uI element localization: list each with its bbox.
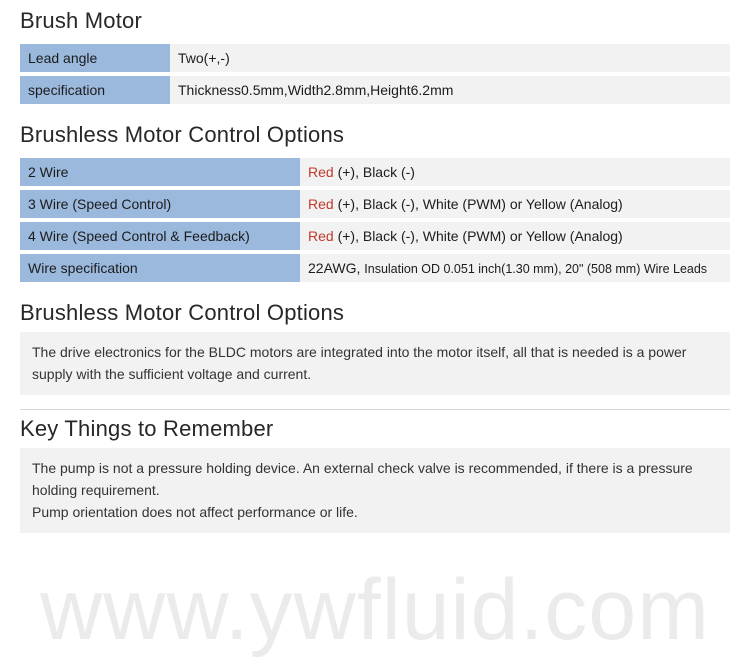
spec-key: 3 Wire (Speed Control) — [20, 190, 300, 218]
section4-title: Key Things to Remember — [20, 416, 730, 442]
wire-spec-small: Insulation OD 0.051 inch(1.30 mm), 20" (… — [364, 262, 707, 276]
spec-rest: (+), Black (-), White (PWM) or Yellow (A… — [334, 228, 623, 244]
table-row: 3 Wire (Speed Control) Red (+), Black (-… — [20, 190, 730, 218]
spec-key: Lead angle — [20, 44, 170, 72]
divider — [20, 409, 730, 410]
wire-spec-lead: 22AWG, — [308, 260, 364, 276]
table-row: 4 Wire (Speed Control & Feedback) Red (+… — [20, 222, 730, 250]
red-text: Red — [308, 228, 334, 244]
section3-note: The drive electronics for the BLDC motor… — [20, 332, 730, 395]
section3-title: Brushless Motor Control Options — [20, 300, 730, 326]
spec-val: Thickness0.5mm,Width2.8mm,Height6.2mm — [170, 76, 730, 104]
spec-val: Red (+), Black (-), White (PWM) or Yello… — [300, 190, 730, 218]
spec-val: Red (+), Black (-), White (PWM) or Yello… — [300, 222, 730, 250]
table-row: 2 Wire Red (+), Black (-) — [20, 158, 730, 186]
note-line: The pump is not a pressure holding devic… — [32, 458, 718, 501]
red-text: Red — [308, 164, 334, 180]
spec-val: Red (+), Black (-) — [300, 158, 730, 186]
section4-note: The pump is not a pressure holding devic… — [20, 448, 730, 533]
section1-table: Lead angle Two(+,-) specification Thickn… — [20, 40, 730, 108]
section2-title: Brushless Motor Control Options — [20, 122, 730, 148]
spec-key: 4 Wire (Speed Control & Feedback) — [20, 222, 300, 250]
spec-key: 2 Wire — [20, 158, 300, 186]
spec-val: 22AWG, Insulation OD 0.051 inch(1.30 mm)… — [300, 254, 730, 282]
section2-table: 2 Wire Red (+), Black (-) 3 Wire (Speed … — [20, 154, 730, 286]
spec-key: Wire specification — [20, 254, 300, 282]
spec-val: Two(+,-) — [170, 44, 730, 72]
spec-rest: (+), Black (-) — [334, 164, 415, 180]
watermark-text: www.ywfluid.com — [40, 561, 710, 660]
table-row: specification Thickness0.5mm,Width2.8mm,… — [20, 76, 730, 104]
section1-title: Brush Motor — [20, 8, 730, 34]
note-line: Pump orientation does not affect perform… — [32, 502, 718, 524]
table-row: Lead angle Two(+,-) — [20, 44, 730, 72]
spec-key: specification — [20, 76, 170, 104]
table-row: Wire specification 22AWG, Insulation OD … — [20, 254, 730, 282]
spec-rest: (+), Black (-), White (PWM) or Yellow (A… — [334, 196, 623, 212]
red-text: Red — [308, 196, 334, 212]
document-page: Brush Motor Lead angle Two(+,-) specific… — [0, 0, 750, 533]
